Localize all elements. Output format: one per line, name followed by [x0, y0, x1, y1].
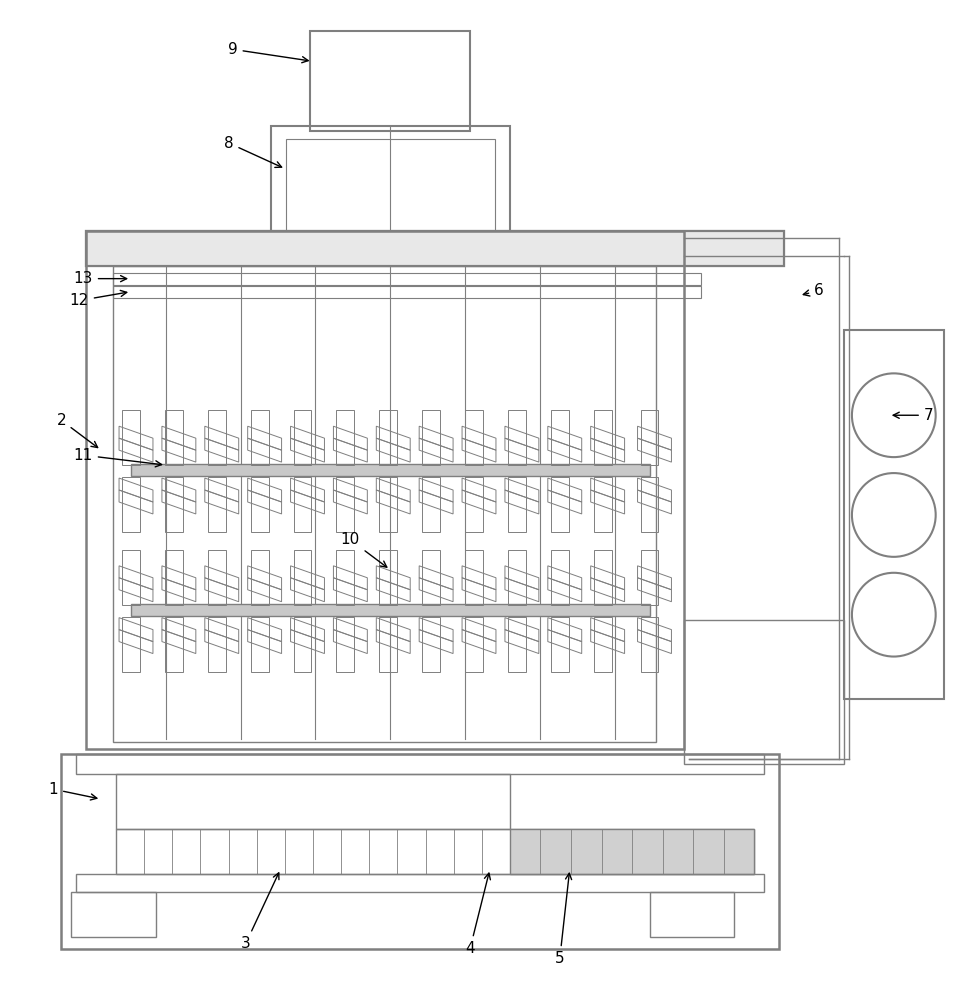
- Bar: [131, 464, 649, 476]
- Bar: [464, 617, 482, 672]
- Bar: [122, 477, 140, 532]
- Bar: [640, 550, 657, 605]
- Bar: [122, 550, 140, 605]
- Bar: [251, 550, 268, 605]
- Text: 13: 13: [73, 271, 127, 286]
- Bar: [113, 266, 655, 742]
- Bar: [293, 410, 311, 465]
- Bar: [379, 410, 397, 465]
- Bar: [422, 410, 440, 465]
- Bar: [507, 410, 526, 465]
- Bar: [551, 550, 568, 605]
- Bar: [131, 604, 649, 616]
- Bar: [86, 231, 683, 749]
- Bar: [116, 774, 509, 829]
- Text: 8: 8: [224, 136, 282, 167]
- Bar: [336, 410, 354, 465]
- Bar: [422, 617, 440, 672]
- Text: 11: 11: [73, 448, 161, 467]
- Bar: [507, 617, 526, 672]
- Bar: [86, 231, 783, 266]
- Bar: [507, 550, 526, 605]
- Bar: [116, 829, 753, 874]
- Bar: [122, 410, 140, 465]
- Bar: [379, 477, 397, 532]
- Bar: [683, 620, 843, 764]
- Bar: [310, 31, 470, 131]
- Bar: [379, 617, 397, 672]
- Text: 4: 4: [465, 873, 490, 956]
- Bar: [593, 410, 611, 465]
- Bar: [208, 550, 226, 605]
- Bar: [293, 617, 311, 672]
- Bar: [464, 410, 482, 465]
- Text: 7: 7: [892, 408, 932, 423]
- Bar: [270, 126, 509, 241]
- Bar: [336, 617, 354, 672]
- Bar: [640, 410, 657, 465]
- Text: 6: 6: [802, 283, 823, 298]
- Bar: [379, 550, 397, 605]
- Bar: [164, 617, 183, 672]
- Bar: [336, 477, 354, 532]
- Bar: [507, 477, 526, 532]
- Bar: [113, 273, 701, 285]
- Bar: [113, 286, 701, 298]
- Bar: [593, 550, 611, 605]
- Text: 2: 2: [57, 413, 97, 448]
- Text: 1: 1: [48, 782, 97, 800]
- Bar: [593, 477, 611, 532]
- Bar: [843, 330, 943, 699]
- Text: 5: 5: [554, 873, 571, 966]
- Bar: [293, 477, 311, 532]
- Bar: [62, 754, 778, 949]
- Bar: [551, 410, 568, 465]
- Bar: [76, 874, 763, 892]
- Bar: [640, 617, 657, 672]
- Bar: [293, 550, 311, 605]
- Bar: [251, 410, 268, 465]
- Bar: [422, 550, 440, 605]
- Bar: [86, 231, 783, 266]
- Bar: [86, 231, 783, 266]
- Bar: [640, 477, 657, 532]
- Bar: [593, 617, 611, 672]
- Bar: [164, 550, 183, 605]
- Bar: [464, 477, 482, 532]
- Bar: [464, 550, 482, 605]
- Bar: [509, 829, 753, 874]
- Bar: [208, 477, 226, 532]
- Bar: [551, 477, 568, 532]
- Bar: [122, 617, 140, 672]
- Bar: [336, 550, 354, 605]
- Bar: [422, 477, 440, 532]
- Text: 10: 10: [340, 532, 386, 567]
- Bar: [551, 617, 568, 672]
- Bar: [285, 139, 495, 234]
- Bar: [164, 477, 183, 532]
- Text: 12: 12: [69, 290, 127, 308]
- Bar: [76, 754, 763, 774]
- Bar: [208, 410, 226, 465]
- Bar: [208, 617, 226, 672]
- Bar: [649, 892, 733, 937]
- Bar: [251, 617, 268, 672]
- Text: 3: 3: [240, 873, 279, 951]
- Bar: [71, 892, 156, 937]
- Bar: [251, 477, 268, 532]
- Bar: [164, 410, 183, 465]
- Text: 9: 9: [228, 42, 308, 63]
